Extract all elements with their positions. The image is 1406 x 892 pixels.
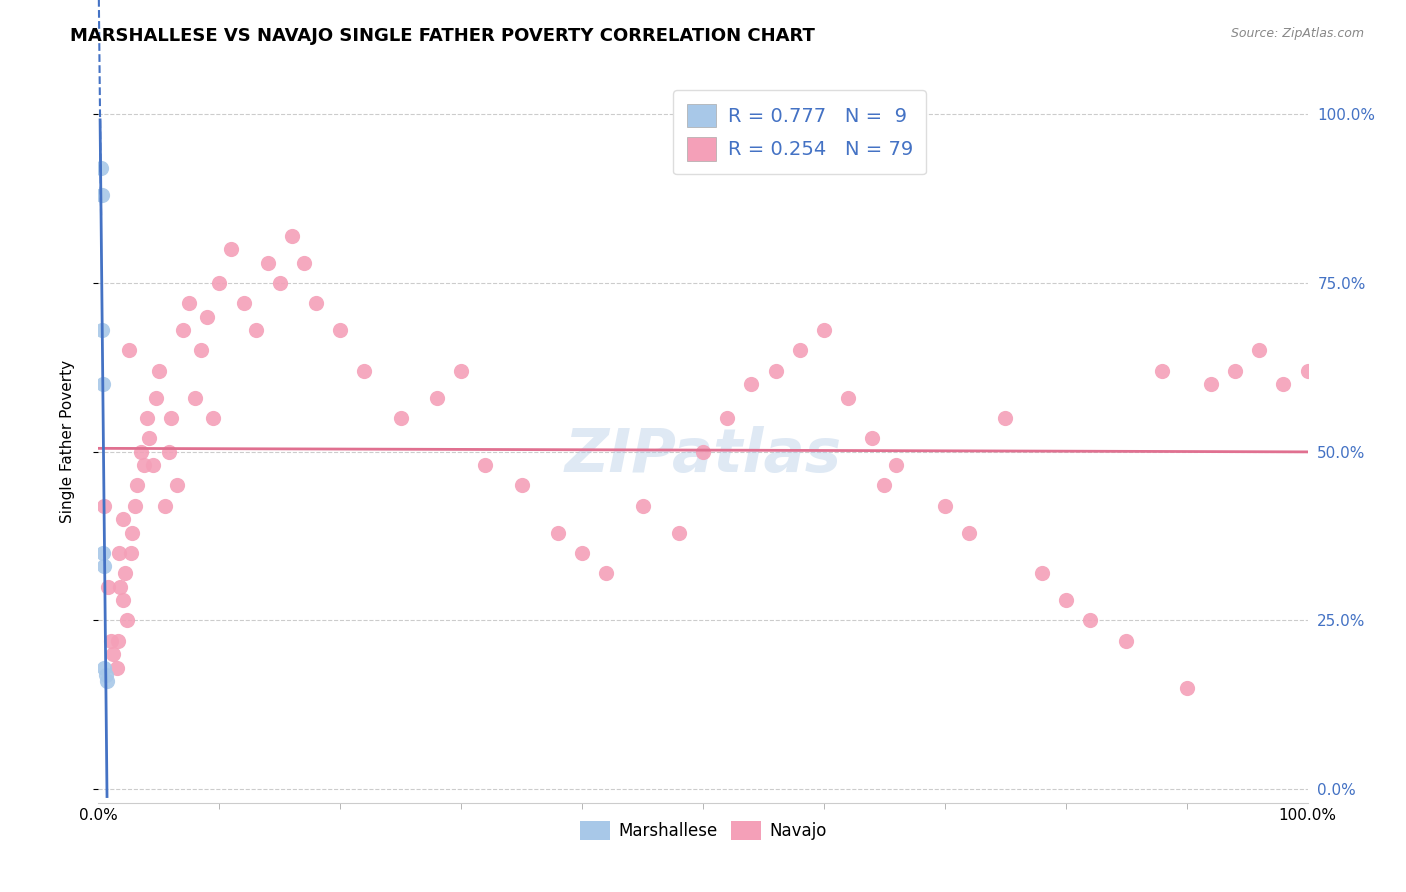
Point <box>166 478 188 492</box>
Point <box>108 580 131 594</box>
Point <box>107 633 129 648</box>
Point <box>153 499 176 513</box>
Point <box>1054 593 1077 607</box>
Point <box>1115 633 1137 648</box>
Point <box>547 525 569 540</box>
Point <box>184 391 207 405</box>
Point <box>1249 343 1271 358</box>
Point <box>873 478 896 492</box>
Point <box>93 499 115 513</box>
Point <box>740 377 762 392</box>
Text: ZIPatlas: ZIPatlas <box>564 426 842 485</box>
Point <box>208 276 231 290</box>
Point <box>202 411 225 425</box>
Point <box>190 343 212 358</box>
Point <box>97 580 120 594</box>
Point <box>100 633 122 648</box>
Point <box>1272 377 1295 392</box>
Point <box>631 499 654 513</box>
Text: Source: ZipAtlas.com: Source: ZipAtlas.com <box>1230 27 1364 40</box>
Point <box>91 188 114 202</box>
Point <box>837 391 859 405</box>
Point <box>232 296 254 310</box>
Point <box>94 667 117 681</box>
Point <box>91 377 114 392</box>
Point <box>571 546 593 560</box>
Point <box>91 546 114 560</box>
Point <box>389 411 412 425</box>
Point <box>127 478 149 492</box>
Point <box>426 391 449 405</box>
Point <box>886 458 908 472</box>
Point <box>108 546 131 560</box>
Point <box>195 310 218 324</box>
Point <box>1296 364 1319 378</box>
Point <box>90 161 112 175</box>
Point <box>595 566 617 581</box>
Point <box>789 343 811 358</box>
Point <box>1223 364 1246 378</box>
Point <box>281 228 304 243</box>
Legend: Marshallese, Navajo: Marshallese, Navajo <box>571 813 835 848</box>
Point <box>121 525 143 540</box>
Point <box>101 647 124 661</box>
Point <box>148 364 170 378</box>
Point <box>111 593 134 607</box>
Point <box>934 499 956 513</box>
Point <box>105 661 128 675</box>
Text: MARSHALLESE VS NAVAJO SINGLE FATHER POVERTY CORRELATION CHART: MARSHALLESE VS NAVAJO SINGLE FATHER POVE… <box>70 27 815 45</box>
Y-axis label: Single Father Poverty: Single Father Poverty <box>60 360 75 523</box>
Point <box>353 364 375 378</box>
Point <box>111 512 134 526</box>
Point <box>172 323 194 337</box>
Point <box>114 566 136 581</box>
Point <box>1031 566 1053 581</box>
Point <box>245 323 267 337</box>
Point <box>96 674 118 689</box>
Point <box>91 323 114 337</box>
Point <box>135 411 157 425</box>
Point <box>256 255 278 269</box>
Point <box>1175 681 1198 695</box>
Point <box>450 364 472 378</box>
Point <box>510 478 533 492</box>
Point <box>129 444 152 458</box>
Point <box>692 444 714 458</box>
Point <box>474 458 496 472</box>
Point <box>860 431 883 445</box>
Point <box>124 499 146 513</box>
Point <box>716 411 738 425</box>
Point <box>292 255 315 269</box>
Point <box>269 276 291 290</box>
Point <box>668 525 690 540</box>
Point <box>118 343 141 358</box>
Point <box>134 458 156 472</box>
Point <box>994 411 1017 425</box>
Point <box>138 431 160 445</box>
Point <box>145 391 167 405</box>
Point <box>765 364 787 378</box>
Point <box>117 614 139 628</box>
Point <box>1078 614 1101 628</box>
Point <box>120 546 142 560</box>
Point <box>157 444 180 458</box>
Point <box>160 411 183 425</box>
Point <box>305 296 328 310</box>
Point <box>179 296 201 310</box>
Point <box>329 323 352 337</box>
Point <box>221 242 243 256</box>
Point <box>957 525 980 540</box>
Point <box>142 458 165 472</box>
Point <box>813 323 835 337</box>
Point <box>93 559 115 574</box>
Point <box>1199 377 1222 392</box>
Point <box>1152 364 1174 378</box>
Point <box>93 661 115 675</box>
